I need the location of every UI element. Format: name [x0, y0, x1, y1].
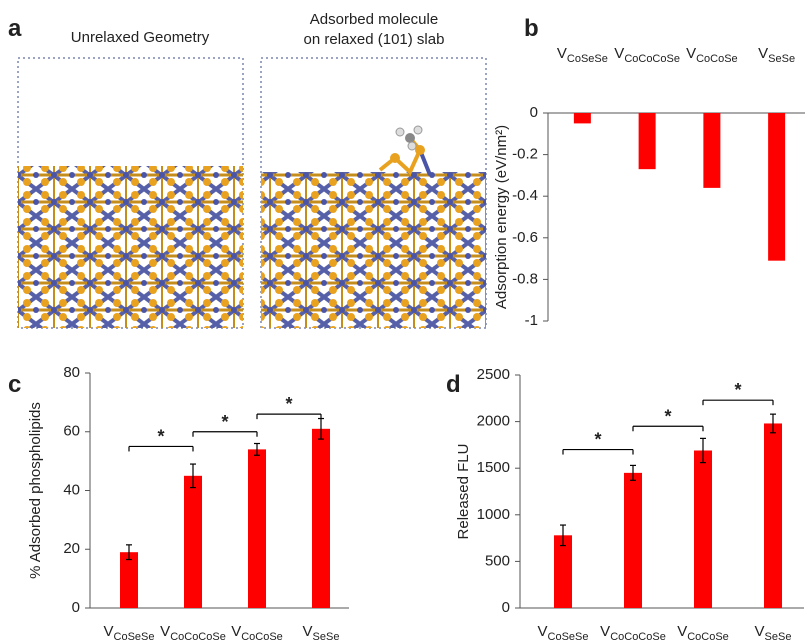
x-tick-label: VSeSe [758, 45, 795, 65]
significance-bracket [703, 400, 773, 405]
x-tick-label: VSeSe [303, 623, 340, 643]
y-axis-label: Adsorption energy (eV/nm²) [493, 125, 510, 309]
significance-label: * [734, 380, 741, 400]
category-main: V [160, 623, 170, 640]
y-tick-label: -1 [525, 312, 538, 329]
category-main: V [557, 45, 567, 62]
panel-title: Adsorbed molecule [310, 11, 438, 28]
category-sub: CoCoCoSe [610, 631, 666, 643]
x-tick-label: VCoSeSe [557, 45, 608, 65]
category-sub: CoSeSe [548, 631, 589, 643]
bar [639, 113, 656, 169]
x-tick-label: VSeSe [755, 623, 792, 643]
y-tick-label: 2500 [477, 366, 510, 383]
significance-bracket [257, 414, 321, 419]
panel-title: Unrelaxed Geometry [71, 29, 210, 46]
category-sub: CoCoSe [241, 631, 283, 643]
x-tick-label: VCoCoCoSe [600, 623, 666, 643]
category-sub: SeSe [313, 631, 340, 643]
y-axis-label: % Adsorbed phospholipids [27, 402, 44, 579]
slab-structure [261, 172, 486, 328]
y-tick-label: 2000 [477, 413, 510, 430]
y-tick-label: 80 [63, 364, 80, 381]
bar [312, 429, 330, 608]
panel-letter: b [524, 15, 539, 42]
bar [768, 113, 785, 261]
category-main: V [686, 45, 696, 62]
category-main: V [614, 45, 624, 62]
category-sub: CoCoCoSe [624, 53, 680, 65]
y-tick-label: 1000 [477, 506, 510, 523]
slab-structure [18, 166, 243, 328]
category-sub: SeSe [768, 53, 795, 65]
category-sub: CoCoSe [687, 631, 729, 643]
category-sub: CoCoSe [696, 53, 738, 65]
y-tick-label: -0.4 [512, 187, 538, 204]
x-tick-label: VCoCoCoSe [160, 623, 226, 643]
significance-label: * [664, 406, 671, 426]
bar [184, 476, 202, 608]
y-axis-label: Released FLU [455, 444, 472, 540]
y-tick-label: -0.8 [512, 270, 538, 287]
category-main: V [303, 623, 313, 640]
bar [248, 449, 266, 608]
category-sub: CoCoCoSe [170, 631, 226, 643]
bar [554, 535, 572, 608]
x-tick-label: VCoCoCoSe [614, 45, 680, 65]
adsorbed-molecule [380, 126, 430, 175]
y-tick-label: 0 [72, 599, 80, 616]
significance-bracket [633, 426, 703, 431]
category-main: V [758, 45, 768, 62]
category-main: V [231, 623, 241, 640]
significance-bracket [129, 446, 193, 451]
y-tick-label: 60 [63, 423, 80, 440]
panel-title: on relaxed (101) slab [304, 31, 445, 48]
x-tick-label: VCoCoSe [686, 45, 738, 65]
significance-label: * [594, 430, 601, 450]
y-tick-label: -0.6 [512, 229, 538, 246]
x-tick-label: VCoCoSe [231, 623, 283, 643]
y-tick-label: 40 [63, 481, 80, 498]
bar [694, 450, 712, 608]
x-tick-label: VCoCoSe [677, 623, 729, 643]
category-main: V [104, 623, 114, 640]
category-main: V [755, 623, 765, 640]
y-tick-label: 1500 [477, 459, 510, 476]
y-tick-label: -0.2 [512, 146, 538, 163]
significance-label: * [157, 426, 164, 446]
bar [574, 113, 591, 123]
bar [764, 423, 782, 608]
category-main: V [600, 623, 610, 640]
x-tick-label: VCoSeSe [538, 623, 589, 643]
figure: a b c d Unrelaxed Geometry Adsorbed mole… [0, 0, 809, 643]
significance-bracket [193, 432, 257, 437]
y-tick-label: 0 [502, 599, 510, 616]
y-tick-label: 500 [485, 552, 510, 569]
category-sub: SeSe [765, 631, 792, 643]
category-main: V [677, 623, 687, 640]
significance-label: * [221, 412, 228, 432]
panel-letter: c [8, 371, 21, 398]
panel-letter: a [8, 15, 22, 42]
category-sub: CoSeSe [114, 631, 155, 643]
category-sub: CoSeSe [567, 53, 608, 65]
panel-letter: d [446, 371, 461, 398]
y-tick-label: 0 [530, 104, 538, 121]
category-main: V [538, 623, 548, 640]
significance-bracket [563, 450, 633, 455]
x-tick-label: VCoSeSe [104, 623, 155, 643]
y-tick-label: 20 [63, 540, 80, 557]
bar [120, 552, 138, 608]
bar [703, 113, 720, 188]
bar [624, 473, 642, 608]
significance-label: * [285, 394, 292, 414]
